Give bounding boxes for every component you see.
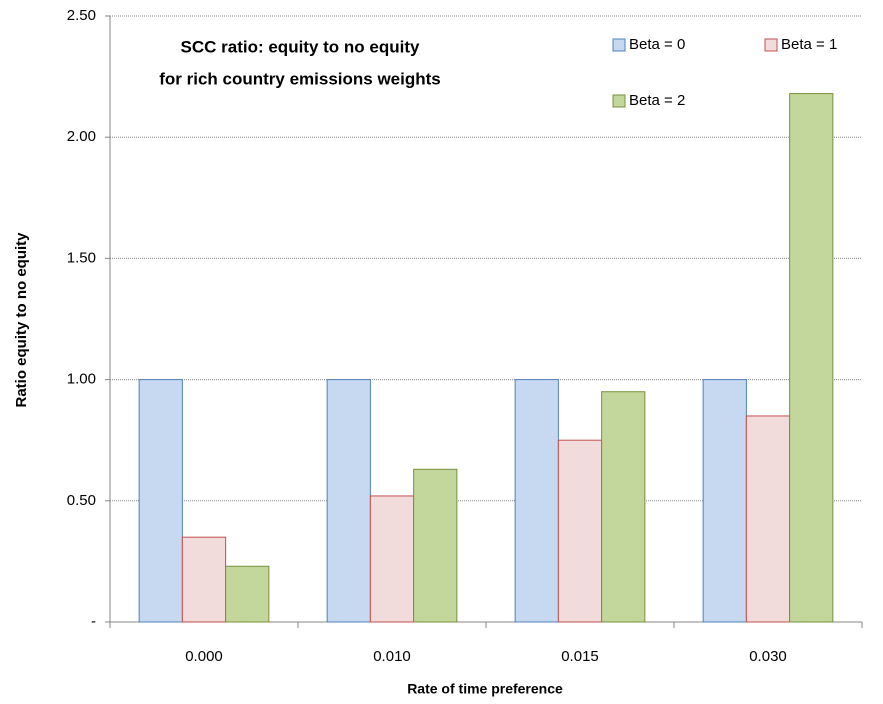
bar	[514, 379, 559, 623]
y-tick-label: 2.50	[67, 7, 96, 24]
legend-label: Beta = 2	[629, 92, 685, 109]
bar	[702, 379, 747, 623]
y-tick-label: 0.50	[67, 492, 96, 509]
chart-title: SCC ratio: equity to no equity	[181, 37, 420, 56]
y-tick-label: 1.00	[67, 371, 96, 388]
chart-title: for rich country emissions weights	[159, 69, 441, 88]
bar	[601, 391, 646, 623]
bar	[745, 415, 791, 623]
y-tick-label: 2.00	[67, 128, 96, 145]
legend-swatch	[764, 38, 778, 52]
bar	[225, 565, 270, 623]
x-tick-label: 0.000	[185, 648, 223, 665]
bar	[557, 439, 603, 623]
legend-swatch	[612, 38, 626, 52]
bar	[369, 495, 415, 623]
bar	[181, 536, 227, 623]
bar	[138, 379, 183, 623]
bar	[789, 93, 834, 623]
legend-swatch	[612, 94, 626, 108]
x-tick-label: 0.030	[749, 648, 787, 665]
y-tick-label: 1.50	[67, 249, 96, 266]
bar	[413, 468, 458, 623]
y-tick-label: -	[91, 613, 96, 630]
legend-label: Beta = 1	[781, 36, 837, 53]
x-tick-label: 0.010	[373, 648, 411, 665]
y-axis-label: Ratio equity to no equity	[13, 232, 30, 408]
x-tick-label: 0.015	[561, 648, 599, 665]
bar	[326, 379, 371, 623]
x-axis-label: Rate of time preference	[407, 681, 563, 697]
legend-label: Beta = 0	[629, 36, 685, 53]
